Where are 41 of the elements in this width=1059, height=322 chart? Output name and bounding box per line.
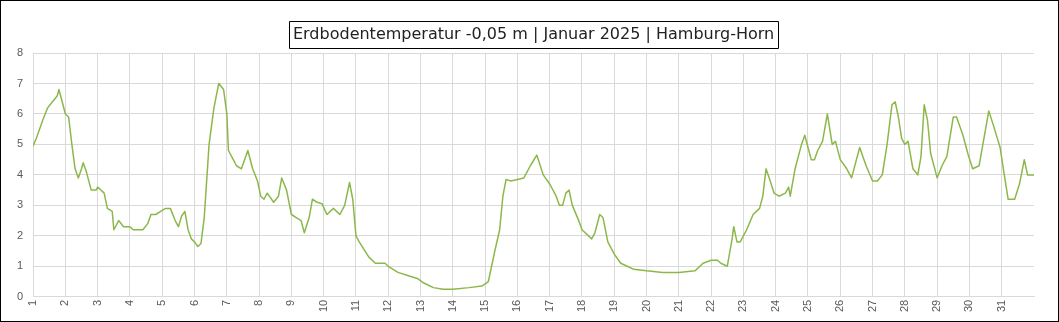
x-tick-label: 25 <box>801 299 814 313</box>
chart-title: Erdbodentemperatur -0,05 m | Januar 2025 | Hamburg-Horn <box>292 24 775 44</box>
x-tick-label: 22 <box>704 299 717 313</box>
x-tick-label: 28 <box>897 299 910 313</box>
x-tick-label: 30 <box>962 299 975 313</box>
y-tick-label: 0 <box>16 289 24 302</box>
x-tick-label: 27 <box>865 299 878 313</box>
y-tick-label: 5 <box>16 137 24 150</box>
x-tick-label: 6 <box>187 299 200 306</box>
x-tick-label: 23 <box>736 299 749 313</box>
x-tick-label: 12 <box>381 299 394 313</box>
y-tick-label: 8 <box>16 46 24 59</box>
x-tick-label: 31 <box>994 299 1007 313</box>
x-tick-label: 29 <box>930 299 943 313</box>
x-tick-label: 8 <box>252 299 265 306</box>
x-tick-label: 10 <box>316 299 329 313</box>
x-tick-label: 17 <box>542 299 555 313</box>
x-tick-label: 26 <box>833 299 846 313</box>
y-tick-label: 1 <box>16 259 24 272</box>
x-tick-label: 19 <box>607 299 620 313</box>
x-tick-label: 7 <box>219 299 232 306</box>
x-tick-label: 9 <box>284 299 297 306</box>
y-tick-label: 3 <box>16 198 24 211</box>
x-tick-label: 14 <box>445 299 458 313</box>
x-tick-label: 18 <box>575 299 588 313</box>
x-tick-label: 2 <box>58 299 71 306</box>
y-tick-label: 2 <box>16 228 24 241</box>
x-tick-label: 20 <box>639 299 652 313</box>
x-tick-label: 13 <box>413 299 426 313</box>
y-tick-label: 6 <box>16 106 24 119</box>
x-tick-label: 15 <box>478 299 491 313</box>
y-tick-label: 7 <box>16 76 24 89</box>
x-tick-label: 3 <box>90 299 103 306</box>
x-tick-label: 16 <box>510 299 523 313</box>
y-tick-label: 4 <box>16 167 24 180</box>
x-tick-label: 1 <box>26 299 39 306</box>
x-tick-label: 5 <box>155 299 168 306</box>
x-tick-label: 11 <box>349 299 362 312</box>
x-tick-label: 24 <box>768 299 781 313</box>
x-tick-label: 4 <box>123 299 136 306</box>
x-tick-label: 21 <box>671 299 684 313</box>
